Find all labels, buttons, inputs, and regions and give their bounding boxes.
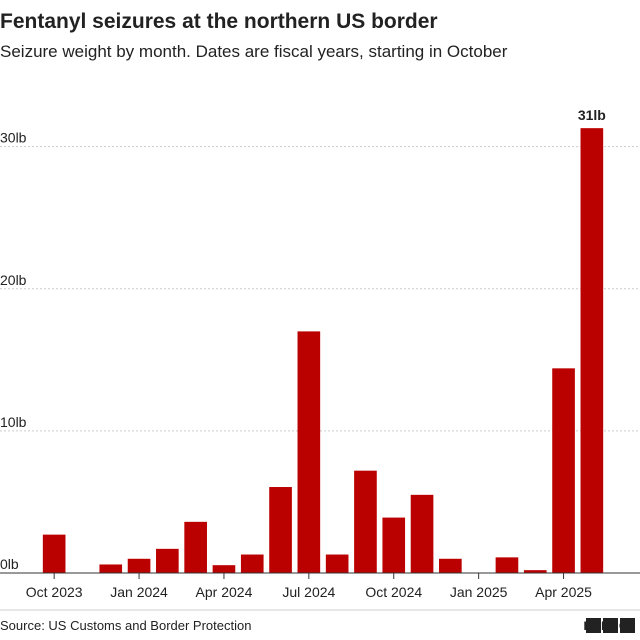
bar [439, 558, 462, 573]
bar [523, 570, 547, 573]
y-tick-label: 0lb [0, 556, 19, 572]
x-tick-label: Jan 2025 [450, 584, 508, 600]
bar [99, 564, 123, 573]
x-tick-label: Jan 2024 [110, 584, 168, 600]
bar [354, 470, 377, 573]
bar [127, 558, 151, 573]
bar [184, 521, 207, 573]
x-tick-label: Apr 2024 [196, 584, 253, 600]
bar [580, 128, 604, 574]
source: Source: US Customs and Border Protection [0, 618, 251, 633]
bar [325, 554, 349, 573]
bar [552, 368, 575, 573]
bar [156, 548, 179, 573]
bar [42, 534, 66, 573]
x-tick-label: Oct 2024 [365, 584, 422, 600]
bar [382, 517, 406, 573]
bar [495, 557, 519, 573]
bar [240, 554, 264, 573]
bbc-logo [586, 618, 635, 633]
chart-title: Fentanyl seizures at the northern US bor… [0, 10, 438, 33]
bbc-logo-text: BBC [584, 619, 637, 633]
x-tick-label: Jul 2024 [282, 584, 335, 600]
y-tick-label: 10lb [0, 414, 27, 430]
value-label: 31lb [578, 107, 606, 123]
bar [410, 494, 434, 573]
bar [212, 565, 236, 573]
x-tick-label: Oct 2023 [26, 584, 83, 600]
chart-subtitle: Seizure weight by month. Dates are fisca… [0, 42, 508, 61]
y-tick-label: 30lb [0, 130, 27, 146]
x-tick-label: Apr 2025 [535, 584, 592, 600]
bar [297, 331, 321, 573]
y-tick-label: 20lb [0, 272, 27, 288]
bar [269, 487, 292, 573]
